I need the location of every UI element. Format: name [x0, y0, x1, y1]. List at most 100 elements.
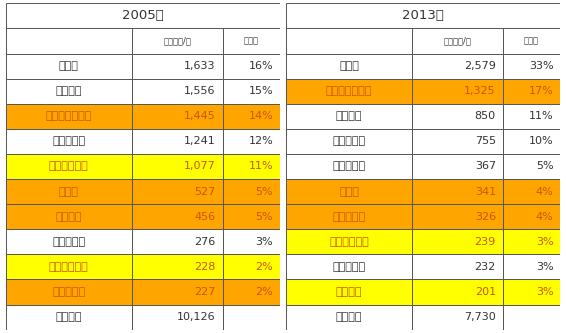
Bar	[412, 305, 503, 330]
Bar	[412, 129, 503, 154]
Bar	[412, 154, 503, 179]
Bar	[222, 279, 280, 305]
Bar	[222, 79, 280, 104]
Bar	[503, 179, 560, 204]
Bar	[6, 104, 132, 129]
Text: 326: 326	[475, 212, 496, 222]
Text: 16%: 16%	[248, 61, 273, 71]
Text: 341: 341	[475, 186, 496, 196]
Text: 5%: 5%	[256, 186, 273, 196]
Bar	[132, 254, 222, 279]
Text: シェア: シェア	[524, 37, 539, 46]
Bar	[286, 154, 412, 179]
Text: 7,730: 7,730	[464, 312, 496, 322]
Text: 千バレル/日: 千バレル/日	[164, 37, 191, 46]
Bar	[6, 204, 132, 229]
Text: 14%: 14%	[248, 111, 273, 121]
Text: 3%: 3%	[256, 237, 273, 247]
Text: 1,633: 1,633	[184, 61, 216, 71]
Text: 1,445: 1,445	[184, 111, 216, 121]
Text: 17%: 17%	[529, 86, 554, 96]
Bar	[132, 179, 222, 204]
Text: 10,126: 10,126	[177, 312, 216, 322]
Bar	[503, 254, 560, 279]
Text: イラク: イラク	[59, 186, 79, 196]
Bar	[6, 179, 132, 204]
Text: 1,556: 1,556	[184, 86, 216, 96]
Bar	[6, 3, 280, 28]
Bar	[503, 305, 560, 330]
Text: 239: 239	[474, 237, 496, 247]
Bar	[412, 229, 503, 254]
Bar	[6, 279, 132, 305]
Bar	[222, 28, 280, 54]
Bar	[412, 104, 503, 129]
Bar	[286, 129, 412, 154]
Bar	[132, 129, 222, 154]
Text: 456: 456	[195, 212, 216, 222]
Bar	[412, 204, 503, 229]
Text: 3%: 3%	[536, 237, 554, 247]
Text: 2%: 2%	[256, 287, 273, 297]
Text: 228: 228	[194, 262, 216, 272]
Bar	[286, 3, 560, 28]
Bar	[286, 204, 412, 229]
Bar	[222, 54, 280, 79]
Bar	[6, 79, 132, 104]
Text: 33%: 33%	[529, 61, 554, 71]
Bar	[503, 279, 560, 305]
Text: 11%: 11%	[248, 162, 273, 171]
Bar	[503, 104, 560, 129]
Bar	[222, 154, 280, 179]
Text: 輸入量計: 輸入量計	[336, 312, 362, 322]
Bar	[132, 54, 222, 79]
Text: 10%: 10%	[529, 137, 554, 147]
Text: 11%: 11%	[529, 111, 554, 121]
Text: サウジアラビア: サウジアラビア	[326, 86, 372, 96]
Bar	[412, 279, 503, 305]
Text: ナイジェリア: ナイジェリア	[49, 162, 89, 171]
Text: メキシコ: メキシコ	[336, 111, 362, 121]
Text: 4%: 4%	[536, 212, 554, 222]
Text: 5%: 5%	[256, 212, 273, 222]
Bar	[286, 279, 412, 305]
Bar	[6, 229, 132, 254]
Bar	[286, 229, 412, 254]
Bar	[6, 254, 132, 279]
Text: 5%: 5%	[536, 162, 554, 171]
Text: アルジェリア: アルジェリア	[49, 262, 89, 272]
Text: 2,579: 2,579	[464, 61, 496, 71]
Text: アンゴラ: アンゴラ	[336, 287, 362, 297]
Text: ベネズエラ: ベネズエラ	[332, 137, 366, 147]
Text: 12%: 12%	[248, 137, 273, 147]
Bar	[286, 305, 412, 330]
Bar	[286, 54, 412, 79]
Bar	[6, 54, 132, 79]
Bar	[222, 129, 280, 154]
Bar	[286, 104, 412, 129]
Bar	[6, 28, 132, 54]
Bar	[6, 129, 132, 154]
Bar	[503, 129, 560, 154]
Text: 輸入量計: 輸入量計	[55, 312, 82, 322]
Bar	[222, 104, 280, 129]
Text: 1,241: 1,241	[184, 137, 216, 147]
Text: ナイジェリア: ナイジェリア	[329, 237, 369, 247]
Text: 201: 201	[475, 287, 496, 297]
Bar	[6, 154, 132, 179]
Bar	[132, 104, 222, 129]
Bar	[132, 279, 222, 305]
Text: エクアドル: エクアドル	[332, 262, 366, 272]
Bar	[412, 54, 503, 79]
Text: コロンビア: コロンビア	[332, 162, 366, 171]
Text: イラク: イラク	[339, 186, 359, 196]
Bar	[222, 254, 280, 279]
Text: クウェート: クウェート	[332, 212, 366, 222]
Text: カナダ: カナダ	[59, 61, 79, 71]
Bar	[412, 254, 503, 279]
Text: 227: 227	[194, 287, 216, 297]
Text: 1,077: 1,077	[184, 162, 216, 171]
Bar	[412, 28, 503, 54]
Text: 4%: 4%	[536, 186, 554, 196]
Bar	[132, 229, 222, 254]
